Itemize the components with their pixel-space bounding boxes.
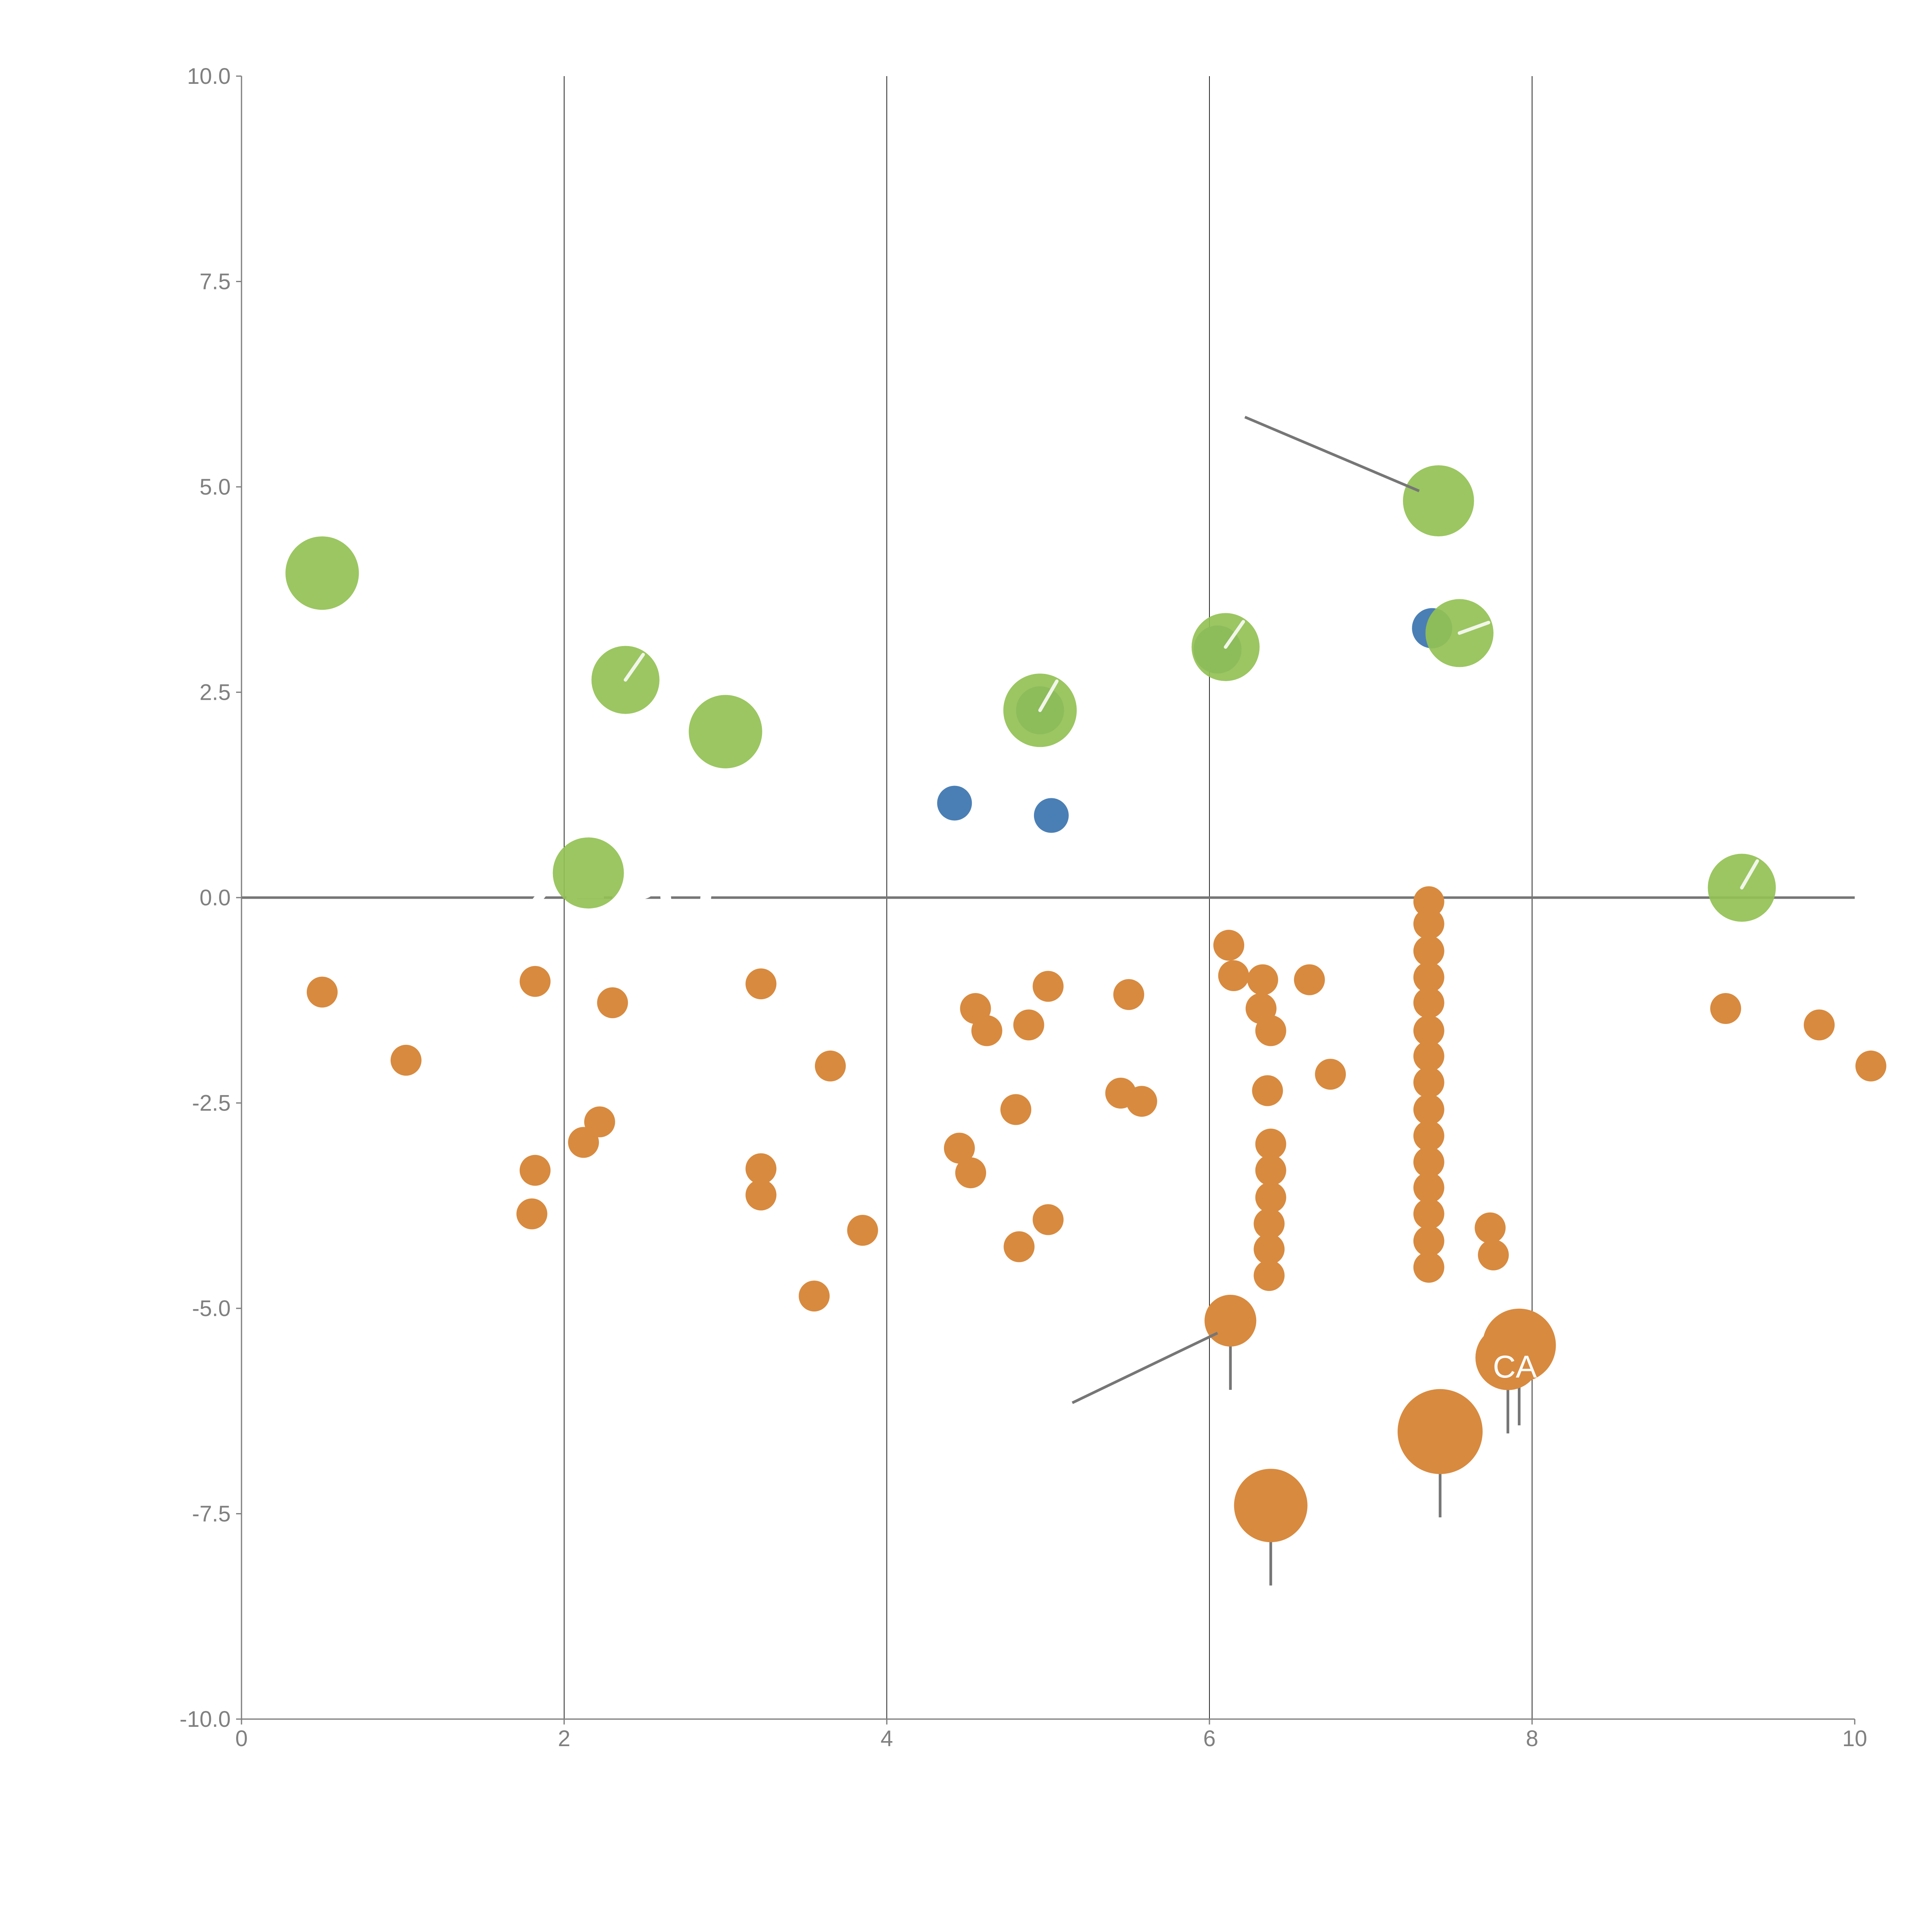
svg-text:-7.5: -7.5 bbox=[192, 1502, 231, 1527]
svg-text:2: 2 bbox=[558, 1726, 570, 1751]
svg-text:10.0: 10.0 bbox=[187, 64, 231, 89]
svg-text:-5.0: -5.0 bbox=[192, 1296, 231, 1321]
svg-text:10: 10 bbox=[1842, 1726, 1867, 1751]
svg-text:-2.5: -2.5 bbox=[192, 1091, 231, 1116]
svg-text:4: 4 bbox=[881, 1726, 893, 1751]
svg-text:5.0: 5.0 bbox=[199, 474, 231, 500]
svg-text:7.5: 7.5 bbox=[199, 269, 231, 294]
svg-text:2.5: 2.5 bbox=[199, 680, 231, 705]
svg-text:0.0: 0.0 bbox=[199, 885, 231, 910]
svg-text:-10.0: -10.0 bbox=[180, 1707, 231, 1732]
svg-text:8: 8 bbox=[1526, 1726, 1538, 1751]
svg-text:0: 0 bbox=[235, 1726, 248, 1751]
svg-text:CA: CA bbox=[1493, 1349, 1537, 1384]
svg-text:6: 6 bbox=[1203, 1726, 1216, 1751]
